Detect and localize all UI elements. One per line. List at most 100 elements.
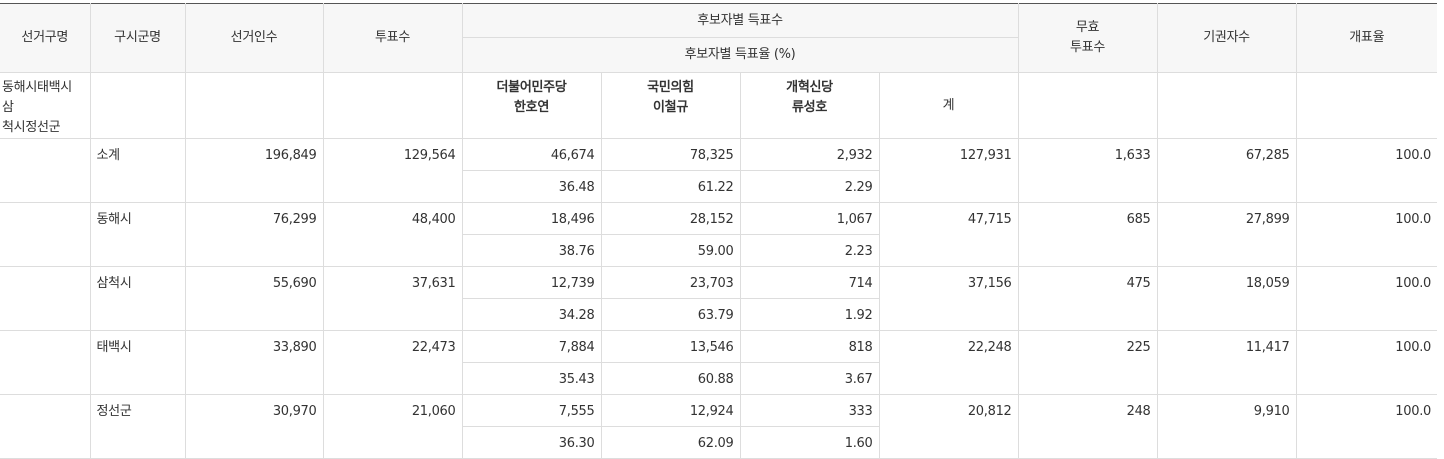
blank-cell bbox=[184, 72, 324, 139]
abstentions-value: 11,417 bbox=[1156, 330, 1297, 395]
header-row-1: 선거구명 구시군명 선거인수 투표수 후보자별 득표수 무효 투표수 기권자수 … bbox=[0, 3, 1438, 73]
header-electorate: 선거인수 bbox=[184, 3, 324, 73]
total-header: 계 bbox=[878, 72, 1019, 139]
blank-cell bbox=[0, 138, 91, 203]
blank-cell bbox=[0, 202, 91, 267]
abstentions-value: 27,899 bbox=[1156, 202, 1297, 267]
header-votes-cast: 투표수 bbox=[322, 3, 463, 73]
candidate-3-rate: 2.23 bbox=[739, 234, 880, 267]
table-row: 정선군 30,970 21,060 7,555 12,924 333 20,81… bbox=[0, 394, 1438, 459]
header-abstentions: 기권자수 bbox=[1156, 3, 1297, 73]
candidate-2-votes: 13,546 bbox=[600, 330, 741, 363]
table-row: 동해시 76,299 48,400 18,496 28,152 1,067 47… bbox=[0, 202, 1438, 267]
constituency-name-line1: 동해시태백시삼 bbox=[2, 80, 72, 115]
abstentions-value: 67,285 bbox=[1156, 138, 1297, 203]
district-name: 소계 bbox=[89, 138, 186, 203]
total-votes: 37,156 bbox=[878, 266, 1019, 331]
candidate-2-rate: 62.09 bbox=[600, 426, 741, 459]
electorate-value: 196,849 bbox=[184, 138, 324, 203]
blank-cell bbox=[1295, 72, 1438, 139]
counting-rate-value: 100.0 bbox=[1295, 138, 1438, 203]
electorate-value: 33,890 bbox=[184, 330, 324, 395]
electorate-value: 30,970 bbox=[184, 394, 324, 459]
blank-cell bbox=[89, 72, 186, 139]
candidate-header-row: 동해시태백시삼 척시정선군 더불어민주당 한호연 국민의힘 이철규 개혁신당 류… bbox=[0, 72, 1438, 139]
counting-rate-value: 100.0 bbox=[1295, 330, 1438, 395]
candidate-1-rate: 34.28 bbox=[461, 298, 602, 331]
candidate-2-party: 국민의힘 bbox=[647, 80, 694, 95]
counting-rate-value: 100.0 bbox=[1295, 266, 1438, 331]
candidate-2-votes: 12,924 bbox=[600, 394, 741, 427]
table-row: 36.48 61.22 2.29 bbox=[0, 170, 1437, 203]
abstentions-value: 9,910 bbox=[1156, 394, 1297, 459]
total-votes: 127,931 bbox=[878, 138, 1019, 203]
candidate-2-name: 이철규 bbox=[653, 100, 688, 115]
blank-cell bbox=[322, 72, 463, 139]
candidate-3-votes: 2,932 bbox=[739, 138, 880, 171]
blank-cell bbox=[1156, 72, 1297, 139]
votes-cast-value: 129,564 bbox=[322, 138, 463, 203]
table-row: 소계 196,849 129,564 46,674 78,325 2,932 1… bbox=[0, 138, 1438, 203]
district-name: 태백시 bbox=[89, 330, 186, 395]
header-invalid-line1: 무효 bbox=[1075, 20, 1100, 35]
candidate-2-rate: 59.00 bbox=[600, 234, 741, 267]
candidate-2-votes: 28,152 bbox=[600, 202, 741, 235]
candidate-3-votes: 1,067 bbox=[739, 202, 880, 235]
candidate-2-header: 국민의힘 이철규 bbox=[600, 72, 741, 139]
votes-cast-value: 21,060 bbox=[322, 394, 463, 459]
header-candidate-votes: 후보자별 득표수 bbox=[461, 3, 1019, 38]
header-row-2: 후보자별 득표율 (%) bbox=[0, 37, 1437, 73]
candidate-3-votes: 333 bbox=[739, 394, 880, 427]
candidate-2-rate: 63.79 bbox=[600, 298, 741, 331]
blank-cell bbox=[0, 394, 91, 459]
candidate-3-rate: 2.29 bbox=[739, 170, 880, 203]
candidate-3-name: 류성호 bbox=[792, 100, 827, 115]
candidate-1-votes: 18,496 bbox=[461, 202, 602, 235]
invalid-votes: 225 bbox=[1017, 330, 1158, 395]
table-row: 삼척시 55,690 37,631 12,739 23,703 714 37,1… bbox=[0, 266, 1438, 331]
counting-rate-value: 100.0 bbox=[1295, 202, 1438, 267]
candidate-3-header: 개혁신당 류성호 bbox=[739, 72, 880, 139]
header-district-name: 구시군명 bbox=[89, 3, 186, 73]
district-name: 삼척시 bbox=[89, 266, 186, 331]
constituency-name-line2: 척시정선군 bbox=[2, 120, 61, 135]
votes-cast-value: 37,631 bbox=[322, 266, 463, 331]
invalid-votes: 685 bbox=[1017, 202, 1158, 267]
total-votes: 20,812 bbox=[878, 394, 1019, 459]
candidate-3-party: 개혁신당 bbox=[786, 80, 833, 95]
candidate-1-votes: 7,555 bbox=[461, 394, 602, 427]
invalid-votes: 248 bbox=[1017, 394, 1158, 459]
candidate-2-votes: 23,703 bbox=[600, 266, 741, 299]
total-votes: 22,248 bbox=[878, 330, 1019, 395]
header-invalid-line2: 투표수 bbox=[1070, 40, 1105, 55]
total-votes: 47,715 bbox=[878, 202, 1019, 267]
header-election-type: 선거구명 bbox=[0, 3, 91, 73]
candidate-3-rate: 1.92 bbox=[739, 298, 880, 331]
table-row: 35.43 60.88 3.67 bbox=[0, 362, 1437, 395]
candidate-3-rate: 3.67 bbox=[739, 362, 880, 395]
candidate-1-votes: 12,739 bbox=[461, 266, 602, 299]
electorate-value: 76,299 bbox=[184, 202, 324, 267]
blank-cell bbox=[0, 266, 91, 331]
invalid-votes: 475 bbox=[1017, 266, 1158, 331]
district-name: 동해시 bbox=[89, 202, 186, 267]
abstentions-value: 18,059 bbox=[1156, 266, 1297, 331]
header-invalid-votes: 무효 투표수 bbox=[1017, 3, 1158, 73]
electorate-value: 55,690 bbox=[184, 266, 324, 331]
candidate-3-votes: 714 bbox=[739, 266, 880, 299]
candidate-1-votes: 7,884 bbox=[461, 330, 602, 363]
candidate-2-rate: 60.88 bbox=[600, 362, 741, 395]
counting-rate-value: 100.0 bbox=[1295, 394, 1438, 459]
candidate-1-name: 한호연 bbox=[514, 100, 549, 115]
candidate-2-rate: 61.22 bbox=[600, 170, 741, 203]
candidate-3-votes: 818 bbox=[739, 330, 880, 363]
table-row: 34.28 63.79 1.92 bbox=[0, 298, 1437, 331]
votes-cast-value: 48,400 bbox=[322, 202, 463, 267]
blank-cell bbox=[1017, 72, 1158, 139]
candidate-1-rate: 35.43 bbox=[461, 362, 602, 395]
district-name: 정선군 bbox=[89, 394, 186, 459]
candidate-1-votes: 46,674 bbox=[461, 138, 602, 171]
table-row: 38.76 59.00 2.23 bbox=[0, 234, 1437, 267]
blank-cell bbox=[0, 330, 91, 395]
candidate-3-rate: 1.60 bbox=[739, 426, 880, 459]
